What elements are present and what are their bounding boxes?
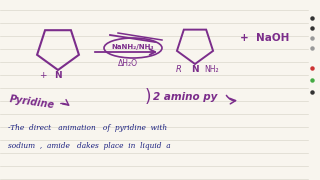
- Text: sodium  ,  amide   dakes  place  in  liquid  a: sodium , amide dakes place in liquid a: [8, 142, 171, 150]
- Text: N: N: [191, 64, 199, 73]
- Text: ΔH₂O: ΔH₂O: [118, 58, 138, 68]
- Text: -The  direct   animation   of  pyridine  with: -The direct animation of pyridine with: [8, 124, 167, 132]
- Text: Pyridine: Pyridine: [9, 94, 55, 110]
- Text: ): ): [145, 88, 151, 106]
- Text: R: R: [176, 64, 182, 73]
- Text: +  NaOH: + NaOH: [240, 33, 290, 43]
- Text: NH₂: NH₂: [205, 64, 219, 73]
- Text: N: N: [54, 71, 62, 80]
- Text: +: +: [39, 71, 47, 80]
- Text: NaNH₂/NH₃: NaNH₂/NH₃: [112, 44, 154, 50]
- Text: 2 amino py: 2 amino py: [153, 92, 217, 102]
